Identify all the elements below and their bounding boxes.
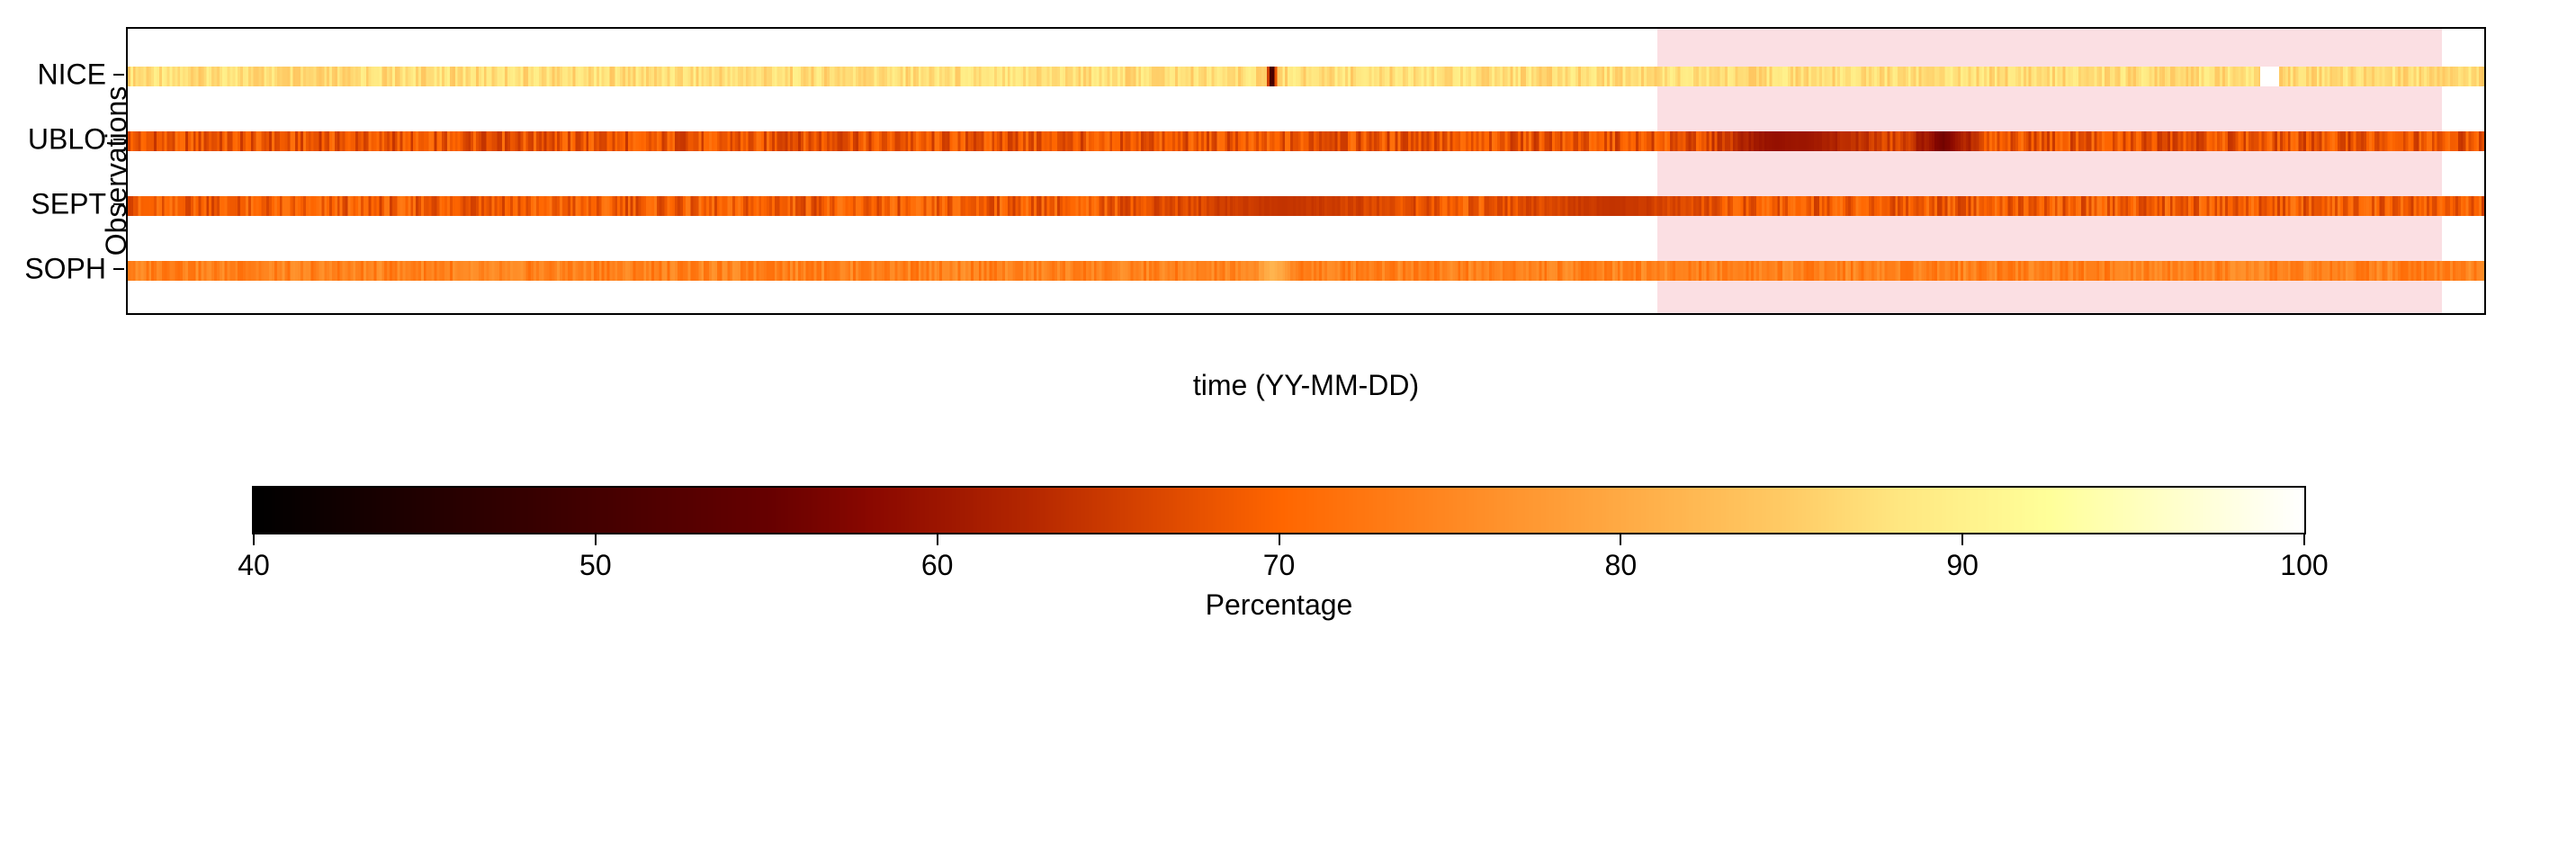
- y-tick: [113, 203, 124, 205]
- colorbar-tick: [253, 534, 255, 545]
- y-tick-label: SEPT: [31, 187, 106, 220]
- colorbar-tick: [937, 534, 938, 545]
- colorbar-tick-label: 50: [579, 549, 612, 582]
- colorbar-box: 405060708090100: [252, 486, 2306, 534]
- colorbar-tick-label: 100: [2280, 549, 2328, 582]
- colorbar-tick-label: 60: [921, 549, 954, 582]
- track-SOPH: [128, 261, 2484, 281]
- track-canvas: [128, 67, 2484, 86]
- track-SEPT: [128, 196, 2484, 216]
- plot-area: 22-07-0122-09-0122-11-0123-01-0123-03-01…: [126, 27, 2486, 315]
- track-canvas: [128, 196, 2484, 216]
- y-tick: [113, 268, 124, 270]
- colorbar-label: Percentage: [1206, 588, 1353, 622]
- colorbar-tick: [2303, 534, 2305, 545]
- x-axis-label: time (YY-MM-DD): [1193, 369, 1419, 402]
- y-tick-label: UBLO: [28, 122, 106, 156]
- colorbar-tick-label: 80: [1605, 549, 1638, 582]
- y-tick-label: NICE: [38, 58, 106, 91]
- track-canvas: [128, 261, 2484, 281]
- track-canvas: [128, 131, 2484, 151]
- track-UBLO: [128, 131, 2484, 151]
- timeline-chart: Observations 22-07-0122-09-0122-11-0123-…: [126, 27, 2486, 315]
- colorbar-tick-label: 70: [1263, 549, 1296, 582]
- y-tick: [113, 74, 124, 76]
- colorbar-tick: [1620, 534, 1621, 545]
- track-NICE: [128, 67, 2484, 86]
- colorbar-tick: [1279, 534, 1280, 545]
- colorbar: 405060708090100 Percentage: [252, 486, 2306, 534]
- colorbar-gradient: [254, 488, 2304, 533]
- y-tick-label: SOPH: [24, 252, 106, 285]
- colorbar-tick: [595, 534, 597, 545]
- colorbar-tick-label: 40: [238, 549, 270, 582]
- data-gap: [2260, 67, 2279, 86]
- colorbar-tick-label: 90: [1946, 549, 1979, 582]
- colorbar-tick: [1961, 534, 1963, 545]
- y-tick: [113, 139, 124, 140]
